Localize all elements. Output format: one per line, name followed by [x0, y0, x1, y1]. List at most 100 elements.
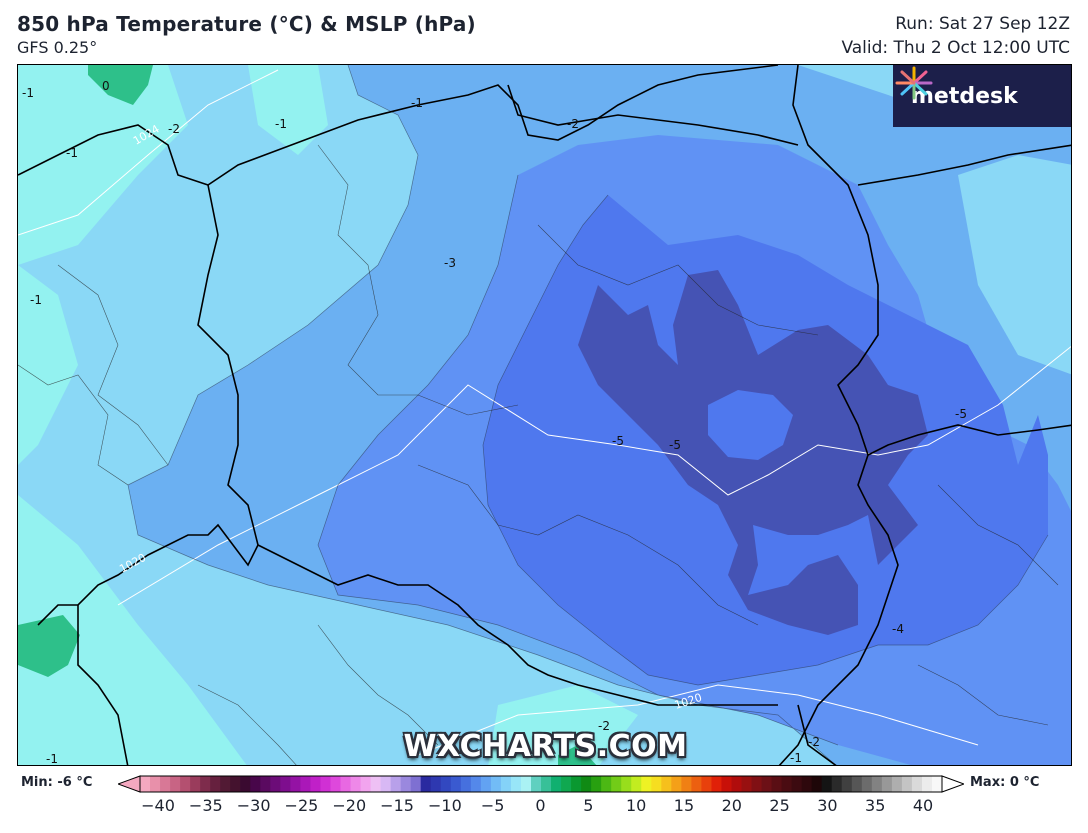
- colorbar-swatch: [370, 776, 382, 792]
- colorbar-swatch: [611, 776, 622, 792]
- contour-label: -5: [955, 407, 967, 421]
- contour-label: -1: [46, 752, 58, 766]
- colorbar-swatch: [150, 776, 161, 792]
- contour-label: -1: [22, 86, 34, 100]
- colorbar-ticks: −40 −35 −30 −25 −20 −15 −10 −5 0 5 10 15 20 25 30 35 40: [0, 796, 1088, 820]
- colorbar-swatch: [901, 776, 913, 792]
- colorbar-swatches: [140, 776, 943, 792]
- contour-label: -5: [669, 438, 681, 452]
- colorbar-swatch: [841, 776, 853, 792]
- colorbar-swatch: [781, 776, 793, 792]
- colorbar-swatch: [310, 776, 321, 792]
- model-label: GFS 0.25°: [17, 38, 98, 57]
- colorbar-swatch: [530, 776, 542, 792]
- isobar-south: [417, 684, 979, 756]
- colorbar-swatch: [440, 776, 452, 792]
- colorbar-frame: [139, 775, 943, 793]
- colorbar-swatch: [551, 776, 562, 792]
- colorbar-swatch: [881, 776, 893, 792]
- isobar-north: [18, 69, 279, 236]
- regional-borders: [18, 144, 1059, 765]
- colorbar-swatch: [410, 776, 422, 792]
- colorbar-swatch: [571, 776, 582, 792]
- colorbar-swatch: [751, 776, 763, 792]
- colorbar-swatch: [831, 776, 843, 792]
- colorbar-swatch: [280, 776, 291, 792]
- colorbar-swatch: [761, 776, 773, 792]
- colorbar-swatch: [450, 776, 462, 792]
- colorbar-swatch: [871, 776, 883, 792]
- colorbar-tick-label: −30: [236, 796, 271, 815]
- temp-field-zero-n: [88, 65, 153, 105]
- temp-field-zero-s: [558, 745, 597, 765]
- colorbar-swatch: [671, 776, 682, 792]
- colorbar-tick-label: −40: [141, 796, 175, 815]
- colorbar-swatch: [661, 776, 672, 792]
- colorbar-swatch: [741, 776, 753, 792]
- colorbar-tick-label: 10: [625, 796, 647, 815]
- temp-field-minus1-w: [18, 265, 78, 465]
- map-canvas: -1 0 -1 -2 -1 -2 -3 -1 -1 -5 -5 -5 -4 -2…: [18, 65, 1071, 766]
- colorbar-swatch: [621, 776, 632, 792]
- country-borders: [18, 65, 1071, 765]
- wxcharts-watermark: WXCHARTS.COM: [403, 729, 688, 764]
- colorbar-swatch: [290, 776, 301, 792]
- temp-field-minus1-s: [488, 685, 638, 765]
- colorbar-swatch: [240, 776, 251, 792]
- contour-label: -1: [411, 96, 423, 110]
- contour-label: -1: [790, 751, 802, 765]
- colorbar-swatch: [460, 776, 472, 792]
- contour-label: -3: [444, 256, 456, 270]
- temp-field-minus1-n: [248, 65, 328, 155]
- colorbar-swatch: [350, 776, 362, 792]
- colorbar-swatch: [170, 776, 181, 792]
- colorbar-swatch: [490, 776, 502, 792]
- colorbar-swatch: [330, 776, 341, 792]
- colorbar-swatch: [200, 776, 211, 792]
- metdesk-sun-icon: [895, 66, 933, 100]
- colorbar-swatch: [390, 776, 402, 792]
- contour-label: -2: [168, 122, 180, 136]
- colorbar-swatch: [911, 776, 923, 792]
- colorbar-swatch: [771, 776, 783, 792]
- colorbar-swatch: [731, 776, 743, 792]
- contour-label: -2: [567, 117, 579, 131]
- temp-field-minus1-sw: [18, 495, 247, 765]
- colorbar-tick-label: −35: [188, 796, 223, 815]
- colorbar-swatch: [701, 776, 712, 792]
- colorbar-swatch: [651, 776, 662, 792]
- contour-label: -5: [612, 434, 624, 448]
- chart-title: 850 hPa Temperature (°C) & MSLP (hPa): [17, 12, 476, 36]
- colorbar-swatch: [801, 776, 813, 792]
- colorbar-swatch: [541, 776, 552, 792]
- colorbar-tick-label: 25: [769, 796, 790, 815]
- colorbar-swatch: [400, 776, 412, 792]
- colorbar-swatch: [591, 776, 602, 792]
- colorbar-swatch: [300, 776, 311, 792]
- max-value-label: Max: 0 °C: [970, 775, 1040, 790]
- colorbar-swatch: [270, 776, 281, 792]
- weather-map: -1 0 -1 -2 -1 -2 -3 -1 -1 -5 -5 -5 -4 -2…: [17, 64, 1072, 766]
- colorbar-swatch: [931, 776, 943, 792]
- colorbar-swatch: [891, 776, 903, 792]
- colorbar-swatch: [140, 776, 151, 792]
- colorbar-swatch: [260, 776, 271, 792]
- min-value-label: Min: -6 °C: [21, 775, 93, 790]
- colorbar-tick-label: −10: [427, 796, 462, 815]
- colorbar-swatch: [581, 776, 592, 792]
- colorbar-swatch: [220, 776, 231, 792]
- colorbar-tick-label: −20: [332, 796, 367, 815]
- colorbar-swatch: [811, 776, 823, 792]
- colorbar-swatch: [480, 776, 492, 792]
- colorbar-tick-label: −15: [380, 796, 414, 815]
- contour-label: -1: [30, 293, 42, 307]
- contour-label: -1: [275, 117, 287, 131]
- colorbar-swatch: [430, 776, 442, 792]
- isobar-central: [117, 345, 1071, 606]
- colorbar-swatch: [851, 776, 863, 792]
- colorbar-tick-label: 30: [817, 796, 838, 815]
- colorbar-swatch: [561, 776, 572, 792]
- colorbar-swatch: [721, 776, 732, 792]
- colorbar-swatch: [160, 776, 171, 792]
- run-time: Run: Sat 27 Sep 12Z: [895, 14, 1070, 34]
